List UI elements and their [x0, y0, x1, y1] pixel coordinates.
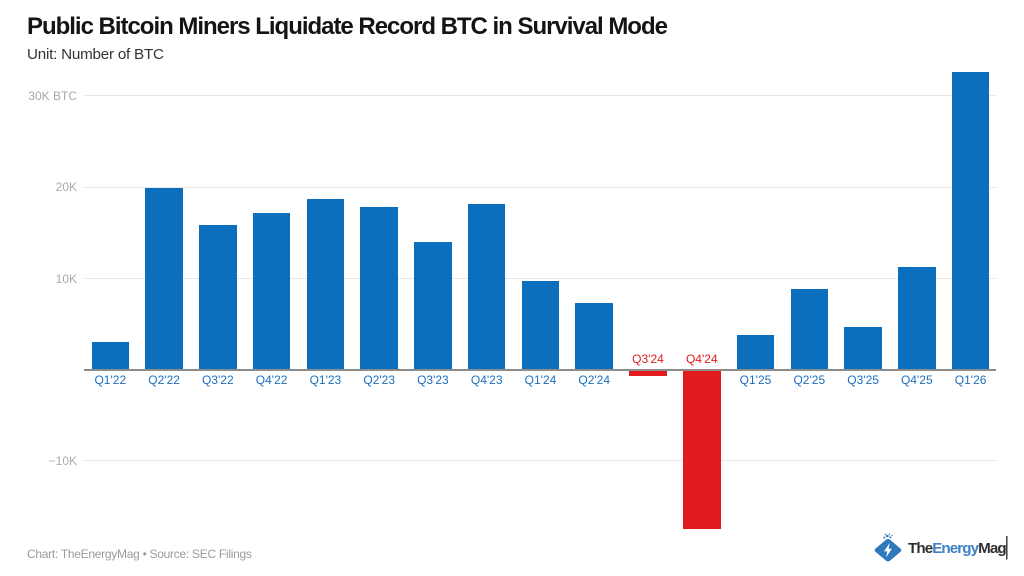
svg-text:TheEnergyMag: TheEnergyMag	[908, 540, 1006, 557]
